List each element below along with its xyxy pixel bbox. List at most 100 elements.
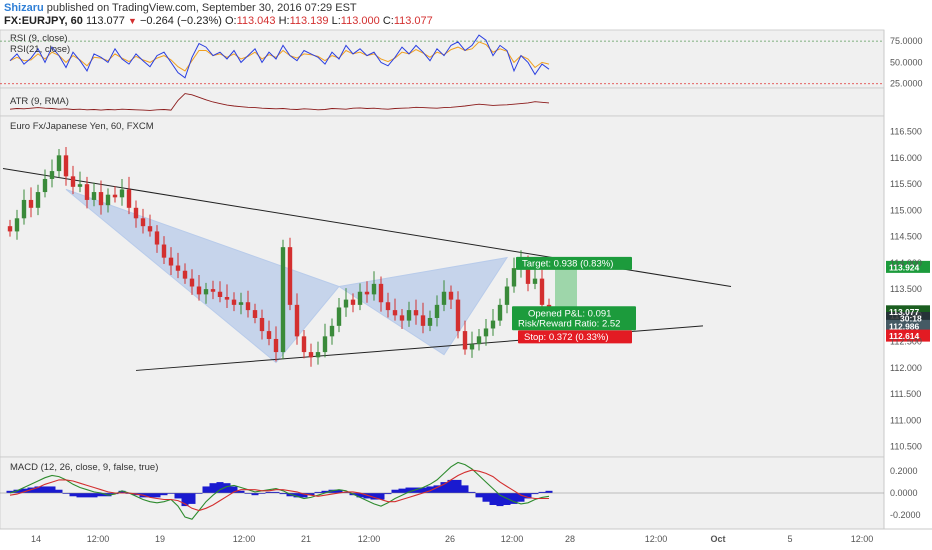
time-tick-28: 28 — [565, 534, 575, 544]
macd-histogram-bar — [398, 488, 406, 493]
price-tick-114.000: 114.000 — [890, 258, 922, 268]
macd-histogram-bar — [237, 490, 245, 493]
macd-histogram-bar — [314, 491, 322, 493]
macd-histogram-bar — [335, 489, 343, 493]
macd-histogram-bar — [55, 489, 63, 493]
candle-body — [210, 289, 216, 292]
rsi-tick-25.0000: 25.0000 — [890, 79, 923, 89]
candle-body — [511, 268, 517, 287]
candle-body — [294, 304, 300, 337]
price-tag-target: 113.924 — [889, 262, 920, 272]
candle-body — [161, 244, 167, 258]
candle-body — [322, 336, 328, 353]
candle-body — [196, 286, 202, 295]
macd-histogram-bar — [76, 493, 84, 498]
signal-line — [9, 469, 549, 512]
candle-body — [84, 184, 90, 200]
price-tick-116.500: 116.500 — [890, 127, 922, 137]
macd-histogram-bar — [356, 493, 364, 498]
chart-marks — [0, 34, 930, 520]
time-tick-12:00: 12:00 — [501, 534, 524, 544]
chart-canvas[interactable]: RSI (9, close)RSI(21, close)75.000050.00… — [0, 28, 932, 550]
close-value: 113.077 — [393, 15, 433, 27]
macd-histogram-bar — [405, 487, 413, 493]
price-tick-111.500: 111.500 — [890, 389, 921, 399]
candle-body — [455, 299, 461, 332]
rsi21-title: RSI(21, close) — [10, 44, 70, 55]
candle-body — [343, 299, 349, 308]
price-tick-112.000: 112.000 — [890, 363, 922, 373]
candle-body — [301, 336, 307, 353]
price-tick-112.500: 112.500 — [890, 337, 922, 347]
macd-histogram-bar — [48, 486, 56, 493]
candle-body — [49, 171, 55, 179]
candle-body — [497, 304, 503, 321]
macd-histogram-bar — [195, 493, 203, 494]
macd-histogram-bar — [41, 486, 49, 493]
macd-histogram-bar — [482, 493, 490, 502]
candle-body — [413, 310, 419, 316]
candle-body — [476, 336, 482, 345]
time-tick-12:00: 12:00 — [233, 534, 256, 544]
candle-body — [168, 257, 174, 266]
candle-body — [112, 194, 118, 198]
candle-body — [406, 310, 412, 321]
macd-histogram-bar — [468, 491, 476, 493]
candle-body — [35, 192, 41, 208]
stop-label: Stop: 0.372 (0.33%) — [524, 332, 609, 343]
candle-body — [245, 302, 251, 311]
price-tick-115.000: 115.000 — [890, 205, 922, 215]
price-tick-116.000: 116.000 — [890, 153, 922, 163]
macd-histogram-bar — [447, 479, 455, 493]
macd-histogram-bar — [531, 493, 539, 495]
macd-histogram-bar — [251, 493, 259, 496]
candle-body — [238, 302, 244, 305]
macd-histogram-bar — [265, 491, 273, 493]
price-tick-114.500: 114.500 — [890, 232, 922, 242]
macd-histogram-bar — [538, 491, 546, 493]
candle-body — [273, 338, 279, 353]
candle-body — [266, 331, 272, 339]
macd-histogram-bar — [321, 490, 329, 493]
price-tick-110.500: 110.500 — [890, 442, 922, 452]
candle-body — [427, 317, 433, 326]
target-zone — [555, 262, 577, 316]
symbol-info: FX:EURJPY, 60 113.077 ▼ −0.264 (−0.23%) … — [4, 15, 433, 27]
macd-histogram-bar — [153, 493, 161, 498]
candle-body — [7, 226, 13, 232]
candle-body — [329, 325, 335, 337]
candle-body — [77, 184, 83, 187]
open-label: O: — [224, 15, 237, 27]
candle-body — [21, 199, 27, 219]
macd-histogram-bar — [188, 493, 196, 504]
macd-histogram-bar — [454, 479, 462, 493]
macd-histogram-bar — [419, 487, 427, 493]
candle-body — [175, 265, 181, 271]
macd-histogram-bar — [62, 493, 70, 494]
candle-body — [252, 310, 258, 318]
atr-title: ATR (9, RMA) — [10, 96, 69, 107]
candle-body — [133, 207, 139, 219]
time-tick-Oct: Oct — [710, 534, 725, 544]
chart-labels: RSI (9, close)RSI(21, close)75.000050.00… — [10, 33, 923, 544]
macd-histogram-bar — [293, 493, 301, 498]
candle-body — [371, 283, 377, 295]
macd-histogram-bar — [300, 493, 308, 498]
candle-body — [105, 194, 111, 206]
time-tick-12:00: 12:00 — [645, 534, 668, 544]
price-tag-stop-bg — [886, 329, 930, 342]
candle-body — [364, 291, 370, 295]
macd-histogram-bar — [216, 482, 224, 493]
macd-histogram-bar — [279, 493, 287, 495]
candle-body — [434, 304, 440, 318]
candle-body — [56, 155, 62, 172]
macd-histogram-bar — [230, 486, 238, 493]
author-link[interactable]: Shizaru — [4, 2, 44, 14]
time-tick-26: 26 — [445, 534, 455, 544]
price-pane-title: Euro Fx/Japanese Yen, 60, FXCM — [10, 121, 154, 132]
macd-histogram-bar — [517, 493, 525, 502]
macd-histogram-bar — [510, 493, 518, 504]
candle-body — [42, 178, 48, 193]
time-tick-12:00: 12:00 — [851, 534, 874, 544]
macd-tick-0.0000: 0.0000 — [890, 488, 918, 498]
